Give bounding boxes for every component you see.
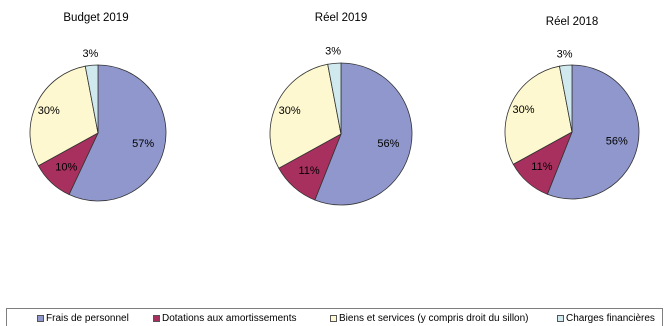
slice-data-label: 3% xyxy=(557,48,573,60)
legend-label: Dotations aux amortissements xyxy=(162,313,297,324)
legend-swatch xyxy=(557,315,564,322)
slice-data-label: 11% xyxy=(298,165,319,177)
legend-item-biens-et-services: Biens et services (y compris droit du si… xyxy=(330,313,529,324)
legend-swatch xyxy=(330,315,337,322)
legend-label: Biens et services (y compris droit du si… xyxy=(339,313,529,324)
legend-label: Charges financières xyxy=(566,313,655,324)
slice-data-label: 30% xyxy=(38,105,60,117)
legend-item-dotations: Dotations aux amortissements xyxy=(153,313,297,324)
legend-item-frais-de-personnel: Frais de personnel xyxy=(37,313,129,324)
slice-data-label: 3% xyxy=(325,46,341,58)
legend-item-charges-financieres: Charges financières xyxy=(557,313,655,324)
slice-data-label: 56% xyxy=(377,138,399,150)
slice-data-label: 3% xyxy=(82,48,98,60)
chart-title: Réel 2018 xyxy=(546,16,598,28)
legend-swatch xyxy=(153,315,160,322)
legend-swatch xyxy=(37,315,44,322)
chart-title: Réel 2019 xyxy=(315,12,367,24)
legend-label: Frais de personnel xyxy=(46,313,129,324)
slice-data-label: 57% xyxy=(132,138,154,150)
slice-data-label: 30% xyxy=(279,105,301,117)
chart-title: Budget 2019 xyxy=(63,12,128,24)
pie-charts: Budget 2019 57% 10% 30% 3% Réel 2019 56% 11% 30%… xyxy=(0,0,670,300)
chart-legend: Frais de personnel Dotations aux amortis… xyxy=(6,308,663,326)
slice-data-label: 11% xyxy=(531,161,552,173)
slice-data-label: 30% xyxy=(512,104,534,116)
slice-data-label: 10% xyxy=(55,162,77,174)
slice-data-label: 56% xyxy=(606,136,628,148)
